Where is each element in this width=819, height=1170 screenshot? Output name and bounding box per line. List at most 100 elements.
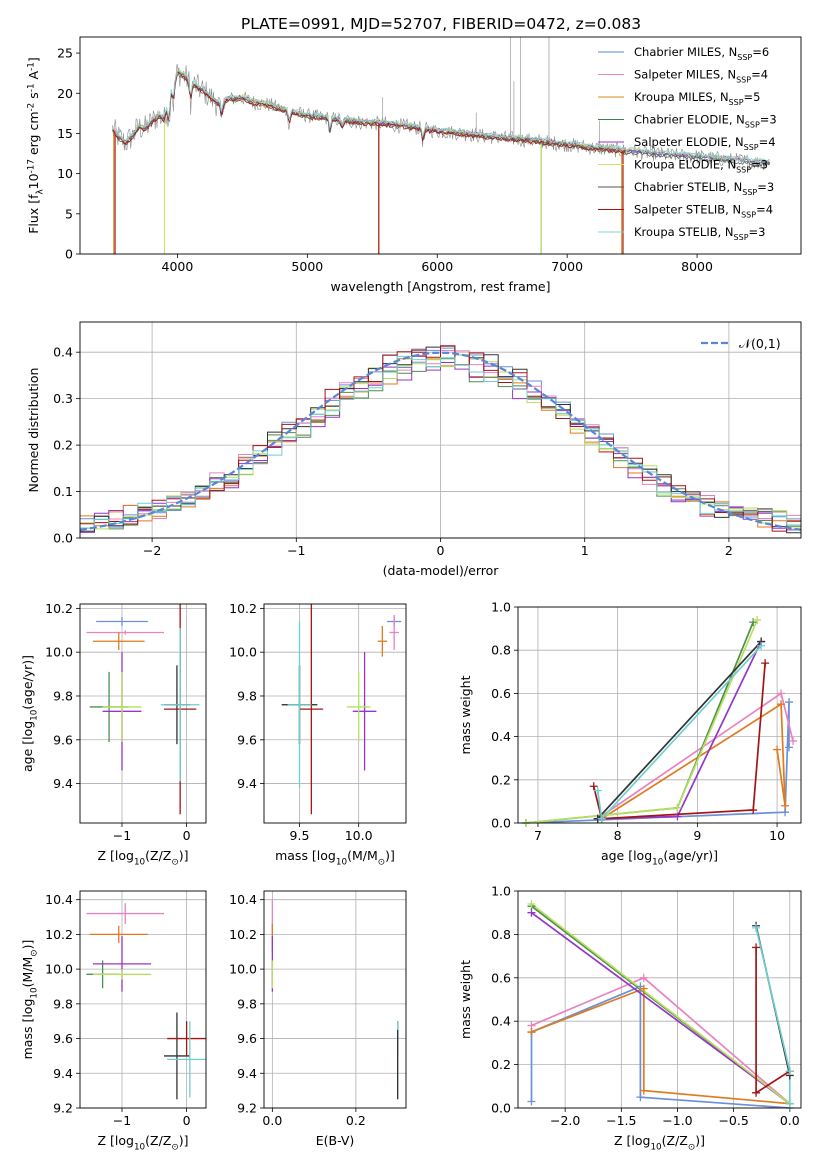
y-tick-label: 9.2 (53, 1101, 73, 1116)
weight-line (601, 702, 786, 820)
y-tick-label: 0.6 (491, 686, 511, 701)
y-tick-label: 10.0 (229, 962, 257, 977)
axes-mass-weight-vs-age: 7 8 9 10 0.0 0.2 0.4 0.6 0.8 1.0 age [log10​(age/y… (458, 600, 802, 867)
y-tick-label: 10.4 (229, 892, 257, 907)
axes-frame (79, 36, 802, 255)
y-tick-label: 9.4 (237, 776, 257, 791)
x-tick-label: 0.0 (780, 1113, 800, 1128)
x-tick-label: 1 (581, 543, 589, 558)
x-tick-label: −1.5 (606, 1113, 636, 1128)
y-tick-label: 10.2 (229, 927, 257, 942)
plot-area (86, 604, 200, 815)
weight-marker (673, 803, 682, 812)
legend-label: Salpeter STELIB, NSSP​=4 (634, 203, 773, 220)
y-tick-label: 10 (57, 166, 73, 181)
x-tick-label: 0.2 (346, 1113, 366, 1128)
y-axis-label: Normed distribution (26, 368, 41, 493)
weight-line (531, 987, 790, 1105)
y-tick-label: 10.2 (45, 927, 73, 942)
weight-marker (527, 1028, 536, 1037)
y-tick-label: 0.8 (491, 927, 511, 942)
x-tick-label: 0 (183, 1113, 191, 1128)
axes-residual-histogram: −2 −1 0 1 2 0.0 0.1 0.2 0.3 0.4 (data-model)/error… (26, 321, 802, 578)
x-axis-label: age [log10​(age/yr)] (601, 848, 718, 867)
legend-label: Kroupa STELIB, NSSP​=3 (634, 225, 765, 242)
y-tick-label: 9.6 (237, 732, 257, 747)
weight-line (597, 641, 762, 820)
y-tick-label: 0.4 (491, 1014, 511, 1029)
y-tick-label: 0.6 (491, 970, 511, 985)
weight-marker (752, 1088, 761, 1097)
weight-line (531, 976, 791, 1105)
weight-marker (527, 1097, 536, 1106)
x-tick-label: −1 (287, 543, 305, 558)
legend-label: Kroupa MILES, NSSP​=5 (634, 90, 760, 107)
weight-marker (761, 659, 770, 668)
y-tick-label: 10.0 (229, 645, 257, 660)
y-tick-label: 10.2 (45, 601, 73, 616)
residual-histogram-step (80, 345, 801, 532)
plot-area (271, 899, 399, 1100)
y-tick-label: 9.4 (53, 1066, 73, 1081)
weight-marker (777, 700, 786, 709)
y-tick-label: 9.2 (237, 1101, 257, 1116)
y-tick-label: 0.0 (53, 531, 73, 546)
weight-marker (785, 743, 794, 752)
axes-frame (517, 890, 802, 1109)
y-tick-label: 9.6 (53, 1031, 73, 1046)
weight-marker (639, 973, 648, 982)
weight-marker (781, 801, 790, 810)
axes-frame (517, 606, 802, 824)
x-tick-label: −0.5 (718, 1113, 748, 1128)
y-tick-label: 10.4 (45, 892, 73, 907)
legend-label: 𝒩(0,1) (739, 336, 781, 351)
weight-line (525, 621, 754, 823)
y-tick-label: 15 (57, 126, 73, 141)
axes-spectrum: 4000 5000 6000 7000 8000 0 5 10 15 20 25 wavelength… (26, 36, 802, 294)
axes-mass-vs-ebv: 0.0 0.2 9.2 9.4 9.6 9.8 10.0 10.2 10.4 E(B-V) (229, 890, 407, 1148)
weight-marker (773, 745, 782, 754)
x-tick-label: 0.0 (262, 1113, 282, 1128)
weight-marker (757, 641, 766, 650)
legend-label: Salpeter ELODIE, NSSP​=4 (634, 135, 776, 152)
x-tick-label: −2.0 (550, 1113, 580, 1128)
y-tick-label: 25 (57, 46, 73, 61)
x-tick-label: 9 (693, 828, 701, 843)
y-axis-label: mass weight (458, 675, 473, 754)
weight-line (525, 701, 790, 823)
x-tick-label: 10 (769, 828, 785, 843)
residual-histogram-step (80, 355, 801, 529)
x-tick-label: 2 (725, 543, 733, 558)
plot-area (86, 903, 206, 1100)
y-tick-label: 0.3 (53, 391, 73, 406)
x-tick-label: 10.0 (345, 828, 373, 843)
weight-marker (527, 908, 536, 917)
legend-label: Chabrier ELODIE, NSSP​=3 (634, 113, 777, 130)
weight-marker (673, 812, 682, 821)
x-axis-label: Z [log10​(Z/Z⊙​)] (97, 848, 188, 867)
x-tick-label: 5000 (291, 259, 323, 274)
y-tick-label: 1.0 (491, 600, 511, 615)
figure-title: PLATE=0991, MJD=52707, FIBERID=0472, z=0… (241, 15, 641, 33)
weight-line (755, 947, 791, 1095)
x-axis-label: (data-model)/error (383, 563, 500, 578)
x-tick-label: 6000 (421, 259, 453, 274)
y-tick-label: 0.2 (491, 1057, 511, 1072)
weight-line (755, 927, 791, 1104)
y-axis-label: mass weight (458, 960, 473, 1039)
x-tick-label: 8000 (681, 259, 713, 274)
weight-marker (589, 782, 598, 791)
y-tick-label: 0.2 (53, 438, 73, 453)
x-tick-label: 7000 (551, 259, 583, 274)
y-tick-label: 10.0 (45, 645, 73, 660)
x-tick-label: 0 (183, 828, 191, 843)
y-tick-label: 5 (65, 206, 73, 221)
weight-line (530, 912, 791, 1105)
legend-label: Chabrier STELIB, NSSP​=3 (634, 180, 774, 197)
weight-marker (777, 689, 786, 698)
y-tick-label: 9.4 (237, 1066, 257, 1081)
plot-area (80, 345, 801, 534)
axes-frame (79, 321, 802, 539)
axes-frame (79, 603, 207, 824)
